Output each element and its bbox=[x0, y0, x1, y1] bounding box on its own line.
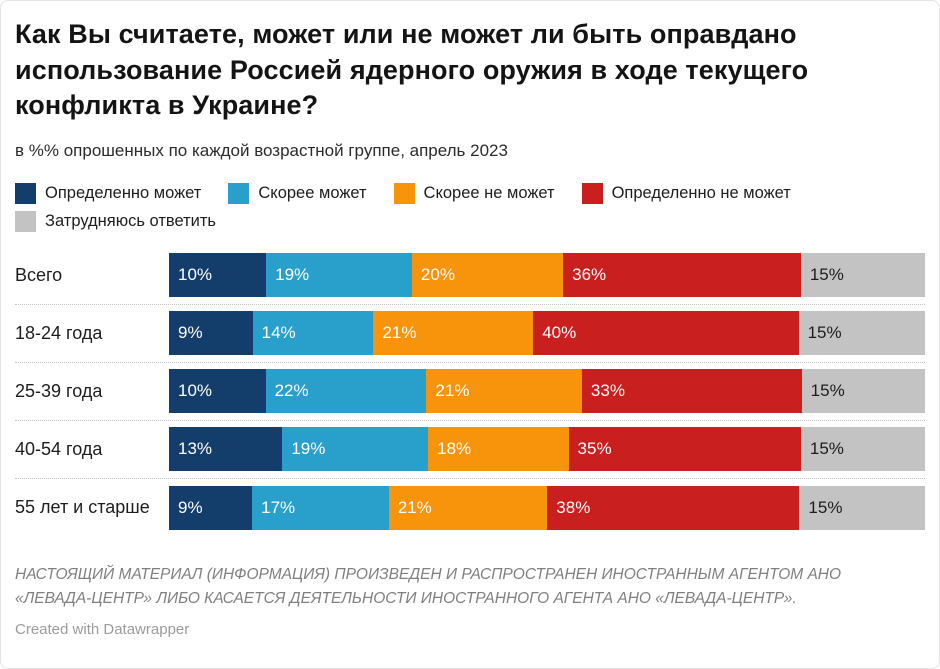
segment-value-label: 40% bbox=[542, 323, 577, 343]
segment-value-label: 21% bbox=[382, 323, 417, 343]
segment-value-label: 9% bbox=[178, 497, 203, 517]
legend-swatch bbox=[15, 182, 36, 204]
datawrapper-credit: Created with Datawrapper bbox=[15, 620, 190, 638]
bar-segment: 35% bbox=[568, 427, 801, 472]
bar-segment: 15% bbox=[800, 427, 926, 472]
row-label: Всего bbox=[15, 264, 63, 285]
bar-segment: 40% bbox=[533, 311, 799, 356]
segment-value-label: 22% bbox=[274, 381, 309, 401]
chart-subtitle: в %% опрошенных по каждой возрастной гру… bbox=[15, 140, 508, 160]
bar-segment: 13% bbox=[169, 427, 283, 472]
bar-segment: 10% bbox=[169, 369, 266, 414]
segment-value-label: 21% bbox=[397, 497, 432, 517]
legend-label: Определенно может bbox=[45, 183, 202, 202]
row-label: 18-24 года bbox=[15, 322, 103, 343]
bar-segment: 17% bbox=[252, 485, 389, 530]
legend-label: Затрудняюсь ответить bbox=[45, 211, 217, 230]
stacked-bar: 10% 19% 20% 36% 15% bbox=[169, 253, 925, 298]
segment-value-label: 15% bbox=[808, 497, 843, 517]
chart-title: Как Вы считаете, может или не может ли б… bbox=[15, 19, 809, 121]
segment-value-label: 21% bbox=[435, 381, 470, 401]
segment-value-label: 35% bbox=[577, 439, 612, 459]
legend-swatch bbox=[15, 210, 36, 232]
legend-label: Скорее может bbox=[258, 183, 367, 202]
segment-value-label: 9% bbox=[178, 323, 203, 343]
row-label: 55 лет и старше bbox=[15, 497, 150, 518]
bar-segment: 18% bbox=[428, 427, 569, 472]
segment-value-label: 10% bbox=[178, 265, 213, 285]
legend-item: Определенно не может bbox=[581, 182, 791, 204]
stacked-bar: 10% 22% 21% 33% 15% bbox=[169, 369, 926, 414]
legend-label: Определенно не может bbox=[611, 183, 791, 202]
bar-segment: 9% bbox=[169, 485, 253, 530]
segment-value-label: 38% bbox=[556, 497, 591, 517]
bar-segment: 33% bbox=[581, 369, 802, 414]
legend-item: Скорее не может bbox=[393, 182, 555, 204]
bar-segment: 9% bbox=[169, 311, 253, 356]
stacked-bar: 13% 19% 18% 35% 15% bbox=[169, 427, 926, 472]
legend-label: Скорее не может bbox=[423, 183, 555, 202]
legend-item: Определенно может bbox=[15, 182, 202, 204]
segment-value-label: 19% bbox=[275, 265, 310, 285]
chart-row: 55 лет и старше 9% 17% 21% 38% 15% bbox=[15, 479, 925, 537]
stacked-bar: 9% 14% 21% 40% 15% bbox=[169, 311, 925, 356]
stacked-bar: 9% 17% 21% 38% 15% bbox=[169, 485, 925, 530]
segment-value-label: 15% bbox=[809, 265, 844, 285]
segment-value-label: 17% bbox=[261, 497, 296, 517]
chart-row: 40-54 года 13% 19% 18% 35% 15% bbox=[15, 421, 926, 479]
segment-value-label: 14% bbox=[261, 323, 296, 343]
foreign-agent-disclaimer: НАСТОЯЩИЙ МАТЕРИАЛ (ИНФОРМАЦИЯ) ПРОИЗВЕД… bbox=[15, 565, 842, 608]
bar-segment: 36% bbox=[563, 253, 801, 298]
chart-row: 25-39 года 10% 22% 21% 33% 15% bbox=[15, 363, 926, 421]
legend-item: Скорее может bbox=[228, 182, 367, 204]
segment-value-label: 10% bbox=[178, 381, 213, 401]
bar-segment: 15% bbox=[799, 485, 925, 530]
bar-segment: 10% bbox=[169, 253, 267, 298]
segment-value-label: 33% bbox=[590, 381, 625, 401]
segment-value-label: 15% bbox=[807, 323, 842, 343]
segment-value-label: 20% bbox=[420, 265, 455, 285]
row-label: 25-39 года bbox=[15, 380, 103, 401]
segment-value-label: 36% bbox=[572, 265, 607, 285]
bar-segment: 14% bbox=[252, 311, 374, 356]
bar-segment: 21% bbox=[426, 369, 582, 414]
row-label: 40-54 года bbox=[15, 438, 103, 459]
segment-value-label: 18% bbox=[437, 439, 472, 459]
bar-segment: 15% bbox=[798, 311, 925, 356]
legend-item: Затрудняюсь ответить bbox=[15, 210, 217, 232]
segment-value-label: 15% bbox=[809, 439, 844, 459]
bar-segment: 15% bbox=[800, 253, 925, 298]
segment-value-label: 13% bbox=[178, 439, 213, 459]
bar-segment: 15% bbox=[801, 369, 926, 414]
legend: Определенно может Скорее может Скорее не м… bbox=[15, 182, 925, 232]
legend-swatch bbox=[581, 182, 603, 204]
chart-row: Всего 10% 19% 20% 36% 15% bbox=[15, 247, 925, 305]
bar-segment: 19% bbox=[266, 253, 412, 298]
bar-segment: 19% bbox=[282, 427, 429, 472]
legend-swatch bbox=[228, 182, 250, 204]
bar-segment: 21% bbox=[373, 311, 534, 356]
chart-row: 18-24 года 9% 14% 21% 40% 15% bbox=[15, 305, 925, 363]
segment-value-label: 19% bbox=[291, 439, 326, 459]
bar-segment: 22% bbox=[265, 369, 427, 414]
bar-segment: 21% bbox=[388, 485, 548, 530]
bar-segment: 20% bbox=[411, 253, 564, 298]
stacked-bar-chart: Всего 10% 19% 20% 36% 15% 18-24 года 9% 14% 21% 40… bbox=[15, 247, 926, 537]
bar-segment: 38% bbox=[547, 485, 800, 530]
segment-value-label: 15% bbox=[810, 381, 845, 401]
legend-swatch bbox=[393, 182, 415, 204]
